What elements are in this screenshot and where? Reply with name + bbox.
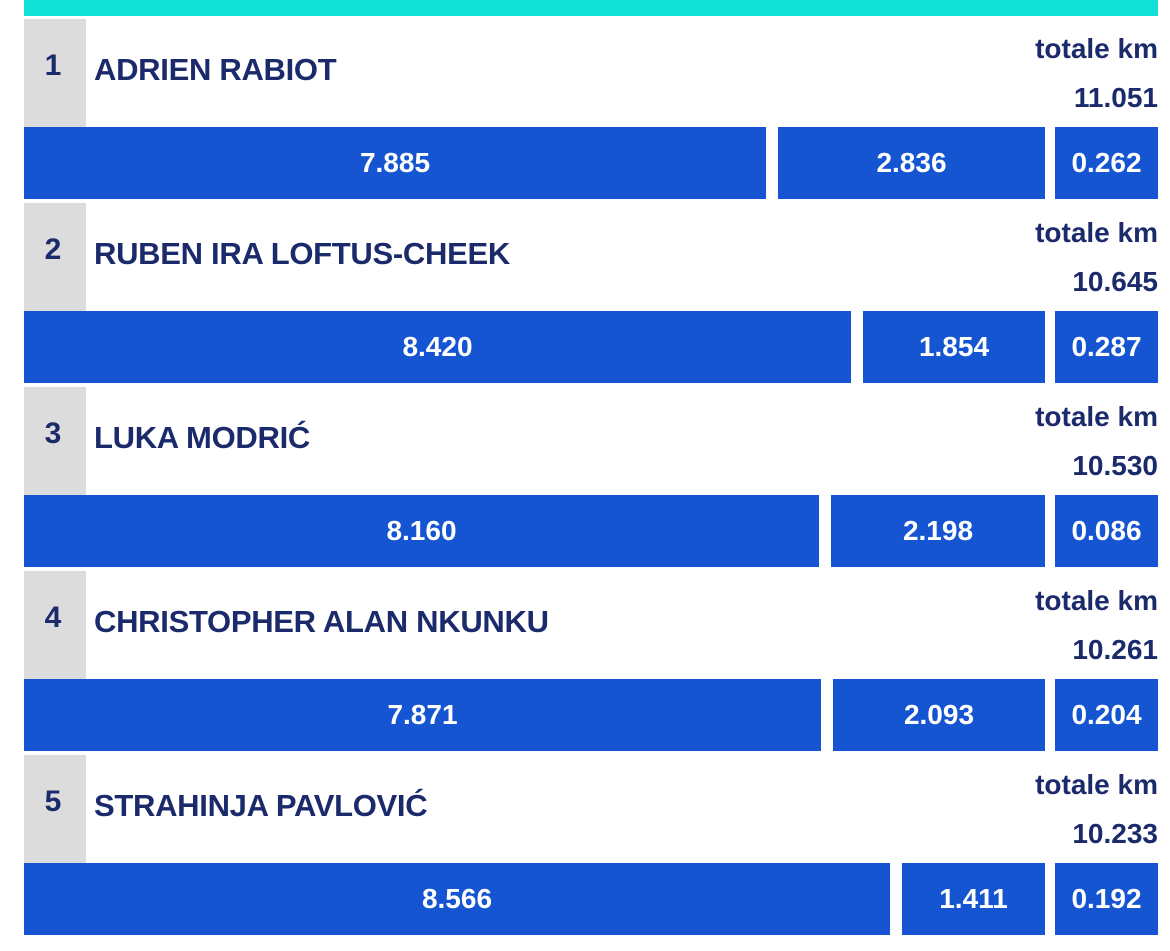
player-row: 4 CHRISTOPHER ALAN NKUNKU totale km 10.261 7… — [24, 571, 1158, 755]
total-km-value: 10.530 — [1072, 450, 1158, 481]
distance-bar-segment-3: 0.287 — [1055, 311, 1158, 383]
total-km-label: totale km — [1035, 769, 1158, 800]
total-km-label: totale km — [1035, 33, 1158, 64]
distance-bar-segment-1: 8.566 — [24, 863, 890, 935]
distance-bars: 8.566 1.411 0.192 — [24, 863, 1158, 935]
distance-bar-segment-2: 2.198 — [831, 495, 1045, 567]
distance-bar-segment-1: 8.160 — [24, 495, 819, 567]
distance-bar-segment-3: 0.192 — [1055, 863, 1158, 935]
distance-bars: 7.885 2.836 0.262 — [24, 127, 1158, 199]
rank-number: 4 — [44, 601, 62, 634]
distance-bars: 8.160 2.198 0.086 — [24, 495, 1158, 567]
distance-bar-segment-1: 7.885 — [24, 127, 766, 199]
top-accent-band — [24, 0, 1158, 16]
distance-bar-segment-2: 1.854 — [863, 311, 1045, 383]
distance-bar-segment-3: 0.262 — [1055, 127, 1158, 199]
rank-cell: 4 — [24, 571, 86, 679]
total-km-value: 10.233 — [1072, 818, 1158, 849]
player-info: 4 CHRISTOPHER ALAN NKUNKU totale km 10.261 — [24, 571, 1158, 679]
total-km-value: 11.051 — [1073, 82, 1158, 113]
rank-number: 3 — [44, 417, 62, 450]
distance-bar-segment-1: 8.420 — [24, 311, 851, 383]
distance-bars: 7.871 2.093 0.204 — [24, 679, 1158, 751]
distance-bar-segment-3: 0.086 — [1055, 495, 1158, 567]
rank-number: 1 — [44, 49, 62, 82]
player-row: 5 STRAHINJA PAVLOVIĆ totale km 10.233 8.566 1… — [24, 755, 1158, 939]
player-name: LUKA MODRIĆ — [94, 420, 310, 455]
distance-bars: 8.420 1.854 0.287 — [24, 311, 1158, 383]
total-km-label: totale km — [1035, 585, 1158, 616]
distance-bar-segment-1: 7.871 — [24, 679, 821, 751]
player-row: 2 RUBEN IRA LOFTUS-CHEEK totale km 10.645 8.… — [24, 203, 1158, 387]
player-name: RUBEN IRA LOFTUS-CHEEK — [94, 236, 510, 271]
player-info: 1 ADRIEN RABIOT totale km 11.051 — [24, 19, 1158, 127]
rank-number: 5 — [44, 785, 62, 818]
player-info: 2 RUBEN IRA LOFTUS-CHEEK totale km 10.645 — [24, 203, 1158, 311]
rank-cell: 1 — [24, 19, 86, 127]
total-km-label: totale km — [1035, 217, 1158, 248]
player-info: 3 LUKA MODRIĆ totale km 10.530 — [24, 387, 1158, 495]
distance-bar-segment-2: 1.411 — [902, 863, 1045, 935]
distance-bar-segment-2: 2.836 — [778, 127, 1045, 199]
distance-bar-segment-3: 0.204 — [1055, 679, 1158, 751]
player-name: CHRISTOPHER ALAN NKUNKU — [94, 604, 549, 639]
rank-cell: 2 — [24, 203, 86, 311]
player-name: STRAHINJA PAVLOVIĆ — [94, 788, 428, 823]
rank-cell: 3 — [24, 387, 86, 495]
player-distance-list: 1 ADRIEN RABIOT totale km 11.051 7.885 2.836 0… — [24, 19, 1158, 939]
total-km-value: 10.261 — [1072, 634, 1158, 665]
player-row: 1 ADRIEN RABIOT totale km 11.051 7.885 2.836 0… — [24, 19, 1158, 203]
total-km-value: 10.645 — [1072, 266, 1158, 297]
distance-bar-segment-2: 2.093 — [833, 679, 1045, 751]
player-row: 3 LUKA MODRIĆ totale km 10.530 8.160 2.198 0.0… — [24, 387, 1158, 571]
player-info: 5 STRAHINJA PAVLOVIĆ totale km 10.233 — [24, 755, 1158, 863]
player-name: ADRIEN RABIOT — [94, 52, 337, 87]
total-km-label: totale km — [1035, 401, 1158, 432]
rank-cell: 5 — [24, 755, 86, 863]
rank-number: 2 — [44, 233, 62, 266]
